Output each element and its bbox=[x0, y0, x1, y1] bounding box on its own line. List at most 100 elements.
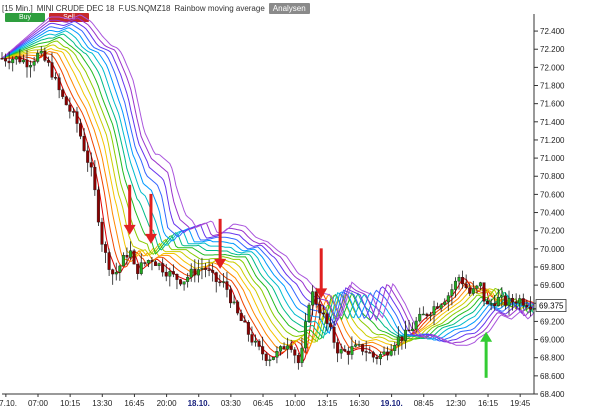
x-tick-label: 18.10. bbox=[188, 399, 210, 408]
candle-body bbox=[79, 123, 83, 137]
y-tick-label: 72.000 bbox=[540, 63, 565, 72]
candle-body bbox=[114, 272, 118, 275]
candle-body bbox=[139, 262, 143, 274]
candle-body bbox=[328, 323, 332, 328]
y-tick-label: 71.400 bbox=[540, 118, 565, 127]
down-arrow-head bbox=[123, 224, 136, 235]
candle-body bbox=[0, 58, 4, 60]
candle-body bbox=[325, 313, 329, 324]
interval-label: [15 Min.] bbox=[2, 3, 33, 13]
y-tick-label: 68.400 bbox=[540, 390, 565, 399]
candle-body bbox=[196, 269, 200, 276]
candle-body bbox=[282, 346, 286, 350]
candle-body bbox=[182, 281, 186, 285]
candle-body bbox=[521, 298, 525, 306]
candle-body bbox=[150, 260, 154, 262]
buy-button[interactable]: Buy bbox=[5, 13, 45, 22]
candle-body bbox=[450, 289, 454, 296]
candle-body bbox=[46, 60, 50, 63]
analyse-button[interactable]: Analysen bbox=[268, 2, 310, 14]
candle-body bbox=[278, 346, 282, 352]
candle-body bbox=[511, 297, 515, 303]
x-tick-label: 16:30 bbox=[349, 399, 370, 408]
x-tick-label: 10:15 bbox=[60, 399, 81, 408]
sell-button[interactable]: Sell bbox=[49, 13, 89, 22]
candle-body bbox=[357, 344, 361, 346]
y-tick-label: 70.200 bbox=[540, 227, 565, 236]
candle-body bbox=[32, 61, 36, 66]
y-tick-label: 69.800 bbox=[540, 263, 565, 272]
candle-body bbox=[468, 287, 472, 294]
moving-average-line bbox=[1, 53, 535, 355]
candle-body bbox=[500, 295, 504, 298]
candle-body bbox=[39, 50, 43, 54]
candle-body bbox=[57, 77, 61, 91]
candle-body bbox=[478, 282, 482, 287]
candle-body bbox=[382, 351, 386, 355]
candle-body bbox=[164, 271, 168, 277]
moving-average-line bbox=[1, 14, 535, 346]
candle-body bbox=[82, 136, 86, 151]
candle-body bbox=[314, 291, 318, 305]
candle-body bbox=[353, 344, 357, 347]
candle-body bbox=[143, 262, 147, 264]
moving-average-line bbox=[1, 47, 534, 348]
candle-body bbox=[257, 340, 261, 347]
candle-body bbox=[61, 89, 65, 97]
candle-body bbox=[271, 357, 275, 360]
candle-body bbox=[307, 304, 311, 322]
x-tick-label: 16:45 bbox=[124, 399, 145, 408]
x-tick-label: 06:45 bbox=[253, 399, 274, 408]
candle-body bbox=[89, 162, 93, 168]
candle-body bbox=[25, 59, 29, 68]
trade-buttons: Buy Sell bbox=[5, 13, 89, 22]
candle-body bbox=[161, 263, 165, 273]
x-tick-label: 20:00 bbox=[157, 399, 178, 408]
axes: 72.400 72.200 72.000 71.800 71.600 71.400 71.2… bbox=[0, 14, 567, 408]
candle-body bbox=[246, 321, 250, 335]
candle-body bbox=[493, 303, 497, 306]
candle-body bbox=[364, 351, 368, 353]
x-tick-label: 08:45 bbox=[414, 399, 435, 408]
candle-body bbox=[218, 281, 222, 284]
moving-average-line bbox=[2, 54, 535, 364]
candle-body bbox=[525, 305, 529, 308]
candle-body bbox=[496, 296, 500, 306]
candle-body bbox=[168, 271, 172, 277]
candle-body bbox=[64, 96, 68, 106]
candle-body bbox=[11, 59, 15, 64]
candle-body bbox=[453, 280, 457, 290]
y-tick-label: 69.000 bbox=[540, 336, 565, 345]
candle-body bbox=[461, 277, 465, 285]
indicator-name: Rainbow moving average bbox=[174, 3, 265, 13]
candle-body bbox=[389, 350, 393, 356]
x-tick-label: 13:30 bbox=[92, 399, 113, 408]
candle-body bbox=[104, 244, 108, 253]
moving-average-line bbox=[1, 30, 535, 340]
rainbow-moving-averages bbox=[1, 14, 535, 364]
candle-body bbox=[311, 291, 315, 306]
candle-body bbox=[286, 345, 290, 350]
down-arrow-head bbox=[214, 258, 227, 269]
candle-body bbox=[514, 301, 518, 304]
candle-body bbox=[175, 273, 179, 280]
candle-body bbox=[464, 283, 468, 289]
candle-body bbox=[436, 306, 440, 309]
candle-body bbox=[457, 277, 461, 282]
candle-body bbox=[446, 295, 450, 303]
candle-body bbox=[275, 351, 279, 358]
down-arrow-head bbox=[315, 288, 328, 299]
candle-body bbox=[118, 265, 122, 273]
candlesticks bbox=[0, 46, 536, 370]
price-badge bbox=[535, 299, 567, 312]
moving-average-line bbox=[1, 33, 535, 339]
candle-body bbox=[225, 281, 229, 290]
candle-body bbox=[482, 282, 486, 302]
candle-body bbox=[93, 166, 97, 191]
candle-body bbox=[204, 268, 208, 270]
candle-body bbox=[136, 263, 140, 274]
candle-body bbox=[518, 298, 522, 304]
candle-body bbox=[528, 306, 532, 310]
y-tick-label: 70.400 bbox=[540, 209, 565, 218]
y-tick-label: 68.800 bbox=[540, 354, 565, 363]
